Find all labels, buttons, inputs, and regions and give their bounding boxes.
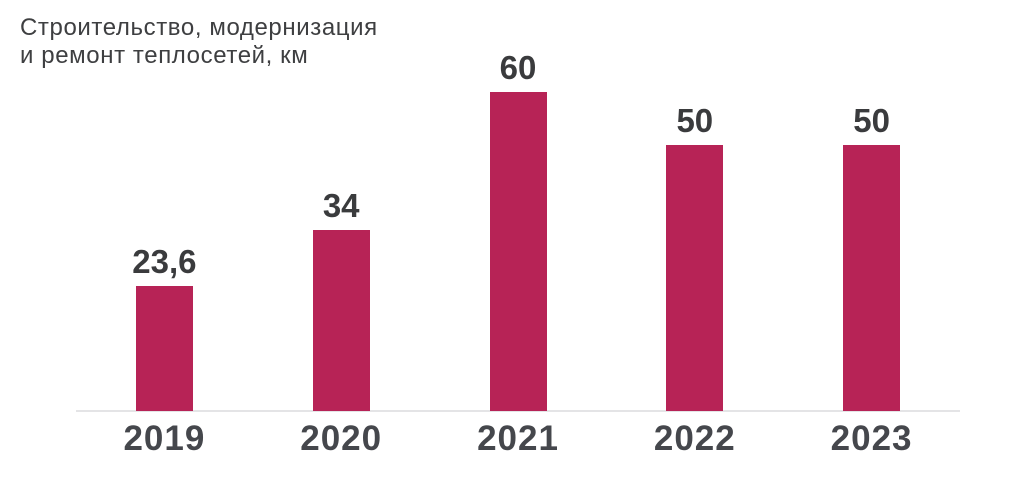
bar-2023 bbox=[843, 145, 901, 411]
x-tick-label-2019: 2019 bbox=[123, 419, 206, 458]
plot-area: 23,6 34 60 50 50 2019 2020 2021 2022 2023 bbox=[76, 0, 960, 458]
bar-2021 bbox=[489, 92, 547, 411]
bar-value-label-2023: 50 bbox=[853, 102, 890, 140]
x-tick-label-2023: 2023 bbox=[830, 419, 913, 458]
x-axis-line bbox=[76, 410, 960, 412]
bar-value-label-2019: 23,6 bbox=[132, 242, 197, 280]
bar-2020 bbox=[312, 230, 370, 411]
x-tick-label-2020: 2020 bbox=[300, 419, 383, 458]
x-tick-label-2021: 2021 bbox=[477, 419, 559, 458]
chart-title: Строительство, модернизация и ремонт теп… bbox=[20, 14, 378, 70]
chart-title-line-1: Строительство, модернизация bbox=[20, 14, 378, 41]
chart-title-line-2: и ремонт теплосетей, км bbox=[20, 42, 309, 69]
bar-value-label-2021: 60 bbox=[499, 49, 537, 86]
bar-value-label-2022: 50 bbox=[676, 102, 714, 140]
x-tick-label-2022: 2022 bbox=[653, 419, 736, 458]
bar-2019 bbox=[135, 285, 193, 411]
bar-value-label-2020: 34 bbox=[322, 187, 360, 225]
bar-2022 bbox=[666, 145, 724, 411]
